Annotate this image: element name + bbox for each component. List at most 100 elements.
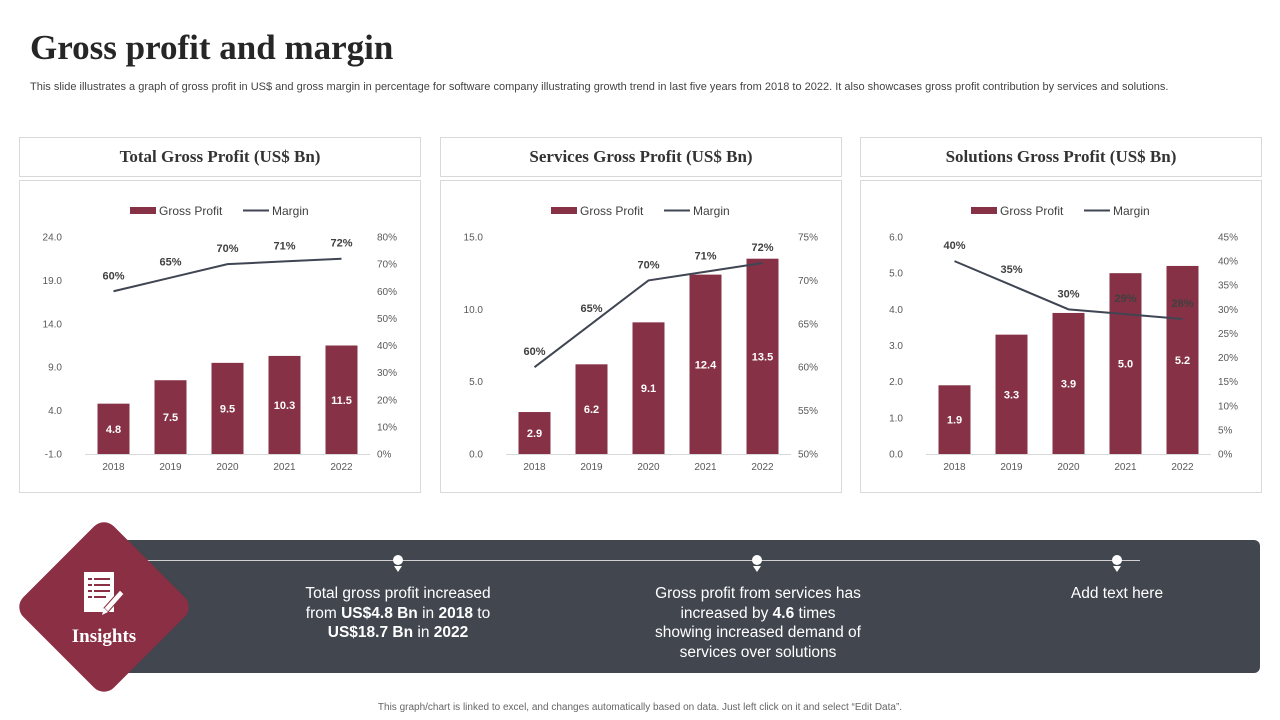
bar-value-label: 4.8	[106, 424, 121, 436]
legend-swatch-gross-profit	[971, 207, 997, 214]
margin-value-label: 60%	[102, 270, 124, 282]
x-tick-label: 2018	[523, 462, 546, 473]
bar-2022	[1166, 265, 1199, 454]
legend-label-margin: Margin	[1113, 204, 1150, 218]
y-tick-label: 6.0	[889, 233, 903, 244]
x-tick-label: 2022	[1171, 462, 1194, 473]
document-pen-icon	[84, 572, 125, 615]
y-tick-label: 10.0	[464, 305, 484, 316]
y2-tick-label: 15%	[1218, 377, 1238, 388]
margin-value-label: 70%	[216, 243, 238, 255]
chart-panel-solutions[interactable]: Gross Profit Margin 6.0 5.0 4.0 3.0 2.0 1.0 0.0 4…	[860, 180, 1262, 493]
bar-2019	[575, 364, 608, 454]
margin-value-label: 65%	[159, 257, 181, 269]
bar-value-label: 11.5	[331, 395, 352, 407]
chart-title-services: Services Gross Profit (US$ Bn)	[440, 137, 842, 177]
legend-label-gross-profit: Gross Profit	[159, 204, 223, 218]
y2-tick-label: 10%	[1218, 401, 1238, 412]
bar-value-label: 9.5	[220, 403, 235, 415]
chart-panel-total[interactable]: Gross Profit Margin 24.0 19.0 14.0 9.0 4.0 -1.0…	[19, 180, 421, 493]
y-tick-label: 3.0	[889, 341, 903, 352]
y2-tick-label: 75%	[798, 233, 818, 244]
y2-tick-label: 70%	[377, 260, 397, 271]
x-tick-label: 2020	[1057, 462, 1080, 473]
x-tick-label: 2020	[637, 462, 660, 473]
legend-label-margin: Margin	[693, 204, 730, 218]
y2-tick-label: 5%	[1218, 425, 1233, 436]
bar-2019	[154, 380, 187, 454]
y-tick-label: -1.0	[45, 450, 63, 461]
y2-tick-label: 40%	[1218, 257, 1238, 268]
y-tick-label: 15.0	[464, 233, 484, 244]
margin-line	[113, 257, 342, 293]
x-tick-label: 2019	[1000, 462, 1023, 473]
bar-value-label: 1.9	[947, 415, 962, 427]
bar-2020	[211, 362, 244, 454]
bar-2019	[995, 334, 1028, 454]
insight-text-1: Total gross profit increased from US$4.8…	[305, 585, 491, 641]
bar-2022	[325, 345, 358, 454]
y2-tick-label: 35%	[1218, 281, 1238, 292]
y2-tick-label: 40%	[377, 341, 397, 352]
insight-text-2: Gross profit from services has increased…	[655, 585, 861, 661]
y2-tick-label: 20%	[377, 395, 397, 406]
y2-tick-label: 50%	[798, 450, 818, 461]
x-tick-label: 2021	[1114, 462, 1137, 473]
bar-value-label: 9.1	[641, 383, 656, 395]
chart-total-gross-profit: Gross Profit Margin 24.0 19.0 14.0 9.0 4.0 -1.0…	[43, 204, 398, 473]
bar-value-label: 6.2	[584, 404, 599, 416]
margin-value-label: 28%	[1171, 298, 1193, 310]
y2-tick-label: 70%	[798, 276, 818, 287]
margin-value-label: 72%	[751, 242, 773, 254]
bar-2020	[632, 322, 665, 454]
bar-value-label: 3.9	[1061, 378, 1076, 390]
y2-tick-label: 30%	[377, 368, 397, 379]
legend-label-gross-profit: Gross Profit	[1000, 204, 1064, 218]
margin-value-label: 70%	[637, 259, 659, 271]
insight-text-3[interactable]: Add text here	[1070, 585, 1164, 602]
y2-tick-label: 55%	[798, 406, 818, 417]
bar-value-label: 13.5	[752, 351, 773, 363]
margin-value-label: 71%	[694, 251, 716, 263]
y2-tick-label: 60%	[377, 287, 397, 298]
page-title: Gross profit and margin	[30, 28, 394, 67]
x-tick-label: 2022	[751, 462, 774, 473]
margin-value-label: 40%	[943, 240, 965, 252]
timeline-node-2	[751, 555, 763, 575]
margin-line	[954, 260, 1183, 320]
margin-value-label: 29%	[1114, 293, 1136, 305]
y-tick-label: 0.0	[469, 450, 483, 461]
x-tick-label: 2021	[694, 462, 717, 473]
x-tick-label: 2020	[216, 462, 239, 473]
y2-tick-label: 50%	[377, 314, 397, 325]
x-tick-label: 2018	[943, 462, 966, 473]
y-tick-label: 4.0	[889, 305, 903, 316]
insights-band	[120, 540, 1260, 673]
bar-2018	[938, 385, 971, 454]
legend-label-margin: Margin	[272, 204, 309, 218]
insights-label: Insights	[71, 626, 137, 647]
y-tick-label: 2.0	[889, 377, 903, 388]
bar-value-label: 3.3	[1004, 389, 1019, 401]
margin-value-label: 35%	[1000, 264, 1022, 276]
bar-value-label: 10.3	[274, 400, 295, 412]
legend-swatch-gross-profit	[130, 207, 156, 214]
bar-2021	[1109, 273, 1142, 454]
chart-solutions-gross-profit: Gross Profit Margin 6.0 5.0 4.0 3.0 2.0 1.0 0.0 4…	[889, 204, 1238, 473]
y-tick-label: 5.0	[469, 377, 483, 388]
chart-services-gross-profit: Gross Profit Margin 15.0 10.0 5.0 0.0 75% 70% 65…	[464, 204, 819, 473]
bar-value-label: 5.2	[1175, 355, 1190, 367]
y2-tick-label: 80%	[377, 233, 397, 244]
chart-panel-services[interactable]: Gross Profit Margin 15.0 10.0 5.0 0.0 75% 70% 65…	[440, 180, 842, 493]
y2-tick-label: 0%	[1218, 450, 1233, 461]
y2-tick-label: 30%	[1218, 305, 1238, 316]
bar-value-label: 7.5	[163, 412, 178, 424]
legend-label-gross-profit: Gross Profit	[580, 204, 644, 218]
timeline-node-1	[392, 555, 404, 575]
x-tick-label: 2019	[159, 462, 182, 473]
chart-title-total: Total Gross Profit (US$ Bn)	[19, 137, 421, 177]
bar-value-label: 12.4	[695, 359, 717, 371]
y-tick-label: 1.0	[889, 413, 903, 424]
bar-value-label: 2.9	[527, 428, 542, 440]
y2-tick-label: 20%	[1218, 353, 1238, 364]
